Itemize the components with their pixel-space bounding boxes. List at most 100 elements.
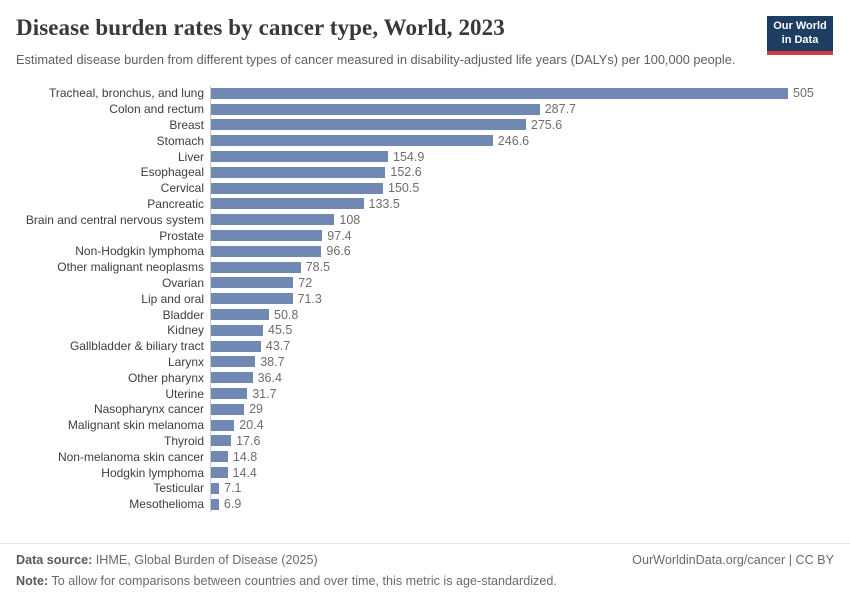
- bar[interactable]: [211, 340, 261, 352]
- category-label: Tracheal, bronchus, and lung: [49, 86, 204, 101]
- bar[interactable]: [211, 403, 245, 415]
- bar[interactable]: [211, 230, 323, 242]
- chart-row: Breast 275.6: [16, 117, 834, 133]
- chart-row: Brain and central nervous system 108: [16, 211, 834, 228]
- bar-chart: Tracheal, bronchus, and lung 505 Colon and…: [16, 85, 834, 513]
- value-label: 505: [793, 86, 814, 101]
- owid-logo-line2: in Data: [781, 33, 819, 46]
- bar[interactable]: [211, 309, 269, 321]
- category-label: Other pharynx: [127, 370, 204, 385]
- category-label: Non-Hodgkin lymphoma: [75, 244, 204, 259]
- category-label: Breast: [169, 117, 204, 132]
- bar[interactable]: [211, 435, 232, 447]
- bar[interactable]: [211, 324, 263, 336]
- row-plot: 43.7: [210, 338, 834, 355]
- row-plot: 108: [210, 211, 834, 228]
- bar[interactable]: [211, 214, 335, 226]
- bar[interactable]: [211, 198, 364, 210]
- chart-row: Non-melanoma skin cancer 14.8: [16, 448, 834, 465]
- value-label: 150.5: [388, 181, 420, 196]
- value-label: 20.4: [239, 418, 264, 433]
- row-plot: 72: [210, 275, 834, 291]
- bar[interactable]: [211, 372, 253, 384]
- bar[interactable]: [211, 467, 228, 479]
- row-plot: 31.7: [210, 385, 834, 402]
- value-label: 275.6: [530, 117, 563, 132]
- row-plot: 29: [210, 401, 834, 418]
- row-plot: 78.5: [210, 259, 834, 276]
- chart-row: Prostate 97.4: [16, 227, 834, 244]
- chart-row: Lip and oral 71.3: [16, 290, 834, 307]
- bar[interactable]: [211, 277, 294, 289]
- category-label: Larynx: [167, 354, 204, 369]
- chart-row: Non-Hodgkin lymphoma 96.6: [16, 243, 834, 260]
- chart-row: Bladder 50.8: [16, 306, 834, 323]
- value-label: 29: [249, 402, 263, 417]
- chart-row: Ovarian 72: [16, 275, 834, 291]
- bar[interactable]: [211, 419, 235, 431]
- value-label: 152.6: [390, 165, 422, 180]
- chart-row: Cervical 150.5: [16, 180, 834, 197]
- row-plot: 152.6: [210, 164, 834, 181]
- value-label: 96.6: [326, 244, 351, 259]
- chart-row: Kidney 45.5: [16, 322, 834, 339]
- bar[interactable]: [211, 388, 248, 400]
- bar[interactable]: [211, 245, 322, 257]
- value-label: 108: [339, 212, 361, 227]
- chart-row: Larynx 38.7: [16, 354, 834, 370]
- bar[interactable]: [211, 482, 220, 494]
- chart-header: Disease burden rates by cancer type, Wor…: [0, 0, 850, 69]
- chart-row: Uterine 31.7: [16, 385, 834, 402]
- row-plot: 71.3: [210, 290, 834, 307]
- data-source: Data source: IHME, Global Burden of Dise…: [16, 553, 318, 567]
- footer-note: Note: To allow for comparisons between c…: [16, 574, 834, 588]
- value-label: 246.6: [497, 133, 530, 148]
- row-plot: 246.6: [210, 132, 834, 149]
- data-source-label: Data source:: [16, 553, 93, 567]
- bar[interactable]: [211, 151, 388, 163]
- credit-link[interactable]: OurWorldinData.org/cancer | CC BY: [632, 553, 834, 567]
- bar[interactable]: [211, 135, 493, 147]
- bar[interactable]: [211, 451, 228, 463]
- bar[interactable]: [211, 261, 301, 273]
- value-label: 154.9: [393, 149, 425, 164]
- row-plot: 14.4: [210, 464, 834, 481]
- row-plot: 50.8: [210, 306, 834, 323]
- category-label: Cervical: [160, 181, 204, 196]
- row-plot: 287.7: [210, 101, 834, 118]
- bar[interactable]: [211, 498, 219, 510]
- chart-row: Gallbladder & biliary tract 43.7: [16, 338, 834, 355]
- page-title: Disease burden rates by cancer type, Wor…: [16, 15, 505, 40]
- bar[interactable]: [211, 103, 540, 115]
- chart-row: Mesothelioma 6.9: [16, 496, 834, 513]
- bar[interactable]: [211, 119, 526, 131]
- value-label: 72: [298, 275, 313, 290]
- value-label: 14.4: [232, 465, 257, 480]
- chart-row: Esophageal 152.6: [16, 164, 834, 181]
- note-label: Note:: [16, 574, 49, 588]
- value-label: 36.4: [257, 370, 282, 385]
- category-label: Kidney: [167, 323, 204, 338]
- chart-row: Thyroid 17.6: [16, 433, 834, 449]
- bar[interactable]: [211, 87, 788, 99]
- bar[interactable]: [211, 293, 293, 305]
- chart-row: Tracheal, bronchus, and lung 505: [16, 85, 834, 102]
- footer-source-line: Data source: IHME, Global Burden of Dise…: [16, 553, 834, 567]
- row-plot: 154.9: [210, 148, 834, 165]
- row-plot: 45.5: [210, 322, 834, 339]
- value-label: 43.7: [265, 339, 291, 354]
- value-label: 6.9: [223, 497, 242, 512]
- value-label: 133.5: [368, 196, 400, 211]
- bar[interactable]: [211, 356, 256, 368]
- category-label: Bladder: [162, 307, 204, 322]
- row-plot: 275.6: [210, 117, 834, 133]
- bar[interactable]: [211, 182, 383, 194]
- category-label: Brain and central nervous system: [25, 212, 204, 227]
- owid-logo[interactable]: Our World in Data: [767, 16, 833, 55]
- value-label: 78.5: [305, 260, 331, 275]
- chart-row: Other pharynx 36.4: [16, 369, 834, 386]
- note-text: To allow for comparisons between countri…: [48, 574, 557, 588]
- chart-row: Liver 154.9: [16, 148, 834, 165]
- bar[interactable]: [211, 166, 386, 178]
